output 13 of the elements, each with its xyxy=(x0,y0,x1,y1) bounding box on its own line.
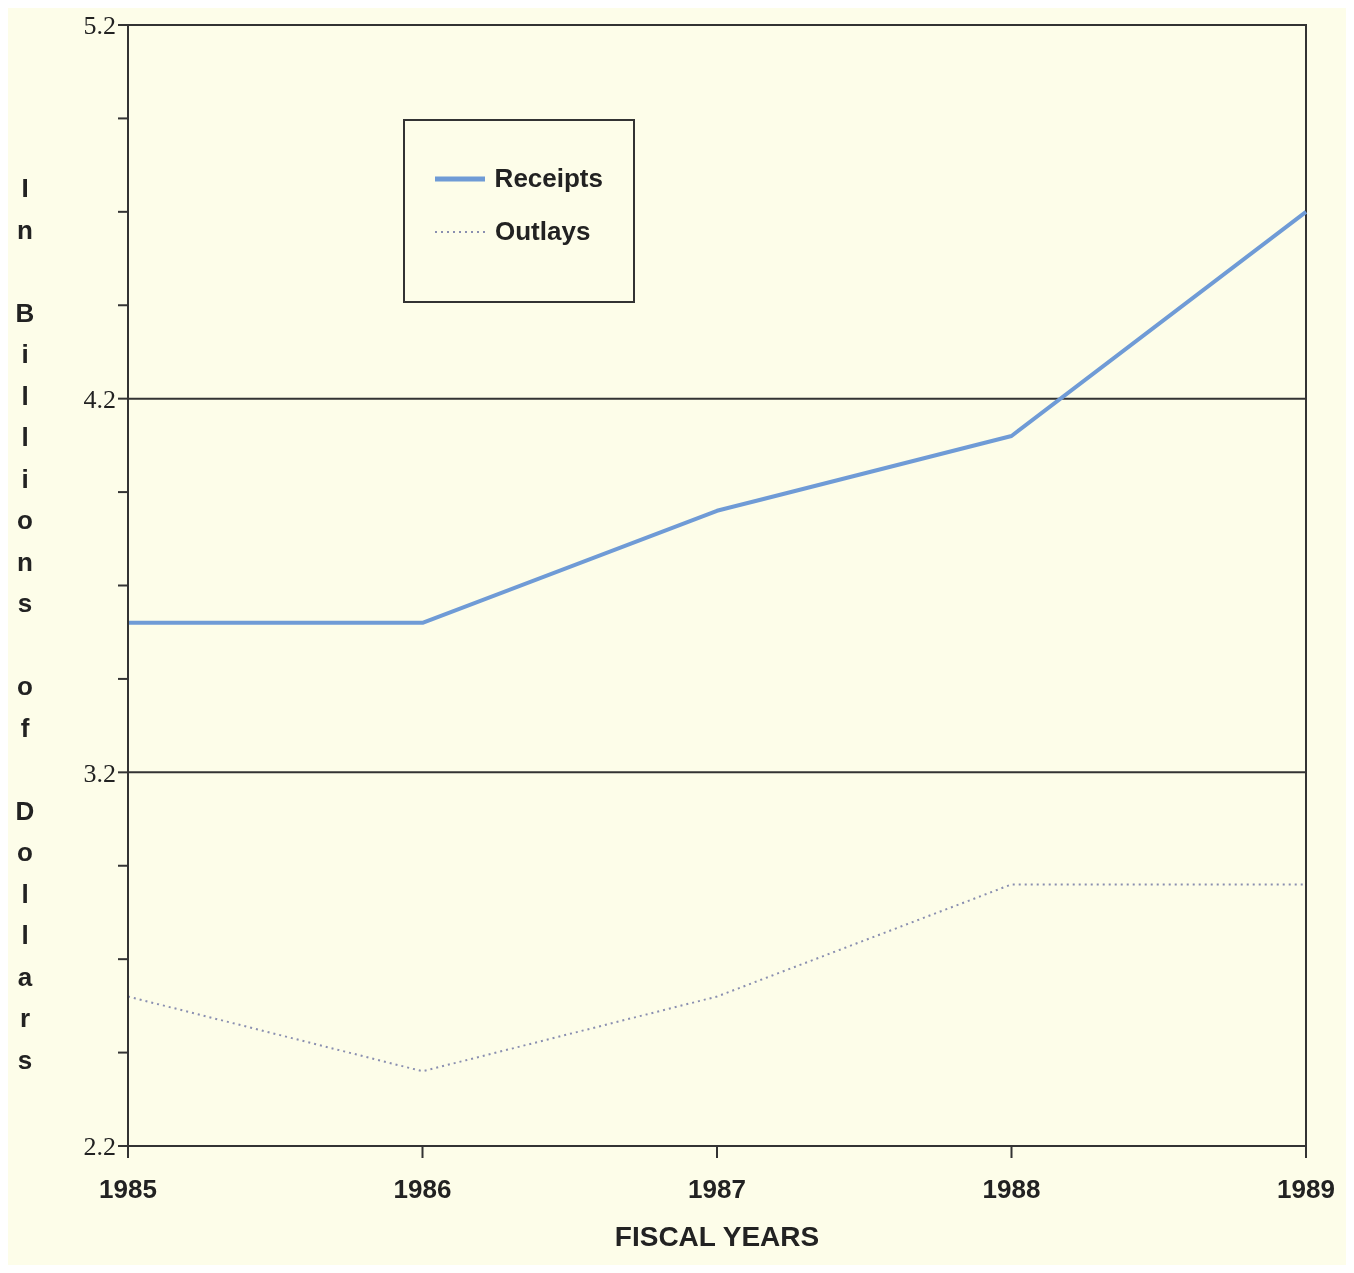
y-tick-label: 5.2 xyxy=(83,11,116,41)
legend-label: Outlays xyxy=(495,216,591,247)
x-tick-label: 1988 xyxy=(982,1174,1041,1205)
x-tick-label: 1989 xyxy=(1277,1174,1335,1205)
x-tick-label: 1985 xyxy=(99,1174,157,1205)
y-tick-label: 4.2 xyxy=(83,384,116,414)
legend-label: Receipts xyxy=(494,163,603,194)
x-tick-label: 1987 xyxy=(688,1174,746,1205)
x-tick-label: 1986 xyxy=(393,1174,452,1205)
y-tick-label: 3.2 xyxy=(83,758,116,788)
y-tick-label: 2.2 xyxy=(83,1132,116,1162)
text: In Billions of Dollars xyxy=(15,173,35,1075)
x-axis-title: FISCAL YEARS xyxy=(614,1221,820,1252)
